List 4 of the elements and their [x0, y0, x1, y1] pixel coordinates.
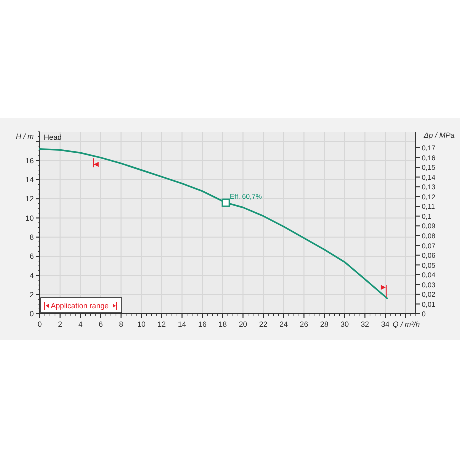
line-series	[39, 148, 388, 300]
point	[380, 285, 386, 290]
point	[222, 198, 230, 207]
point	[94, 162, 99, 168]
